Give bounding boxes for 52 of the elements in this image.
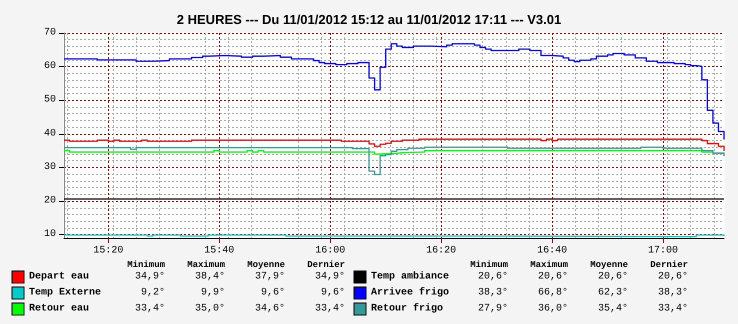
text: 33,4° — [134, 304, 165, 314]
text: 9,6° — [260, 288, 285, 298]
text: 36,0° — [538, 304, 568, 314]
chart-title: 2 HEURES --- Du 11/01/2012 15:12 au 11/01/2012 17:11 --- V3.01 — [176, 12, 562, 27]
text: 9,9° — [200, 288, 225, 298]
x-tick-label: 15:40 — [204, 246, 234, 256]
text: 35,0° — [194, 304, 225, 314]
text: Maximum — [187, 260, 226, 270]
text: 34,9° — [314, 272, 345, 282]
text: 33,4° — [314, 304, 345, 314]
x-tick-label: 15:20 — [93, 246, 124, 256]
y-tick-label: 30 — [44, 162, 56, 173]
text: 66,8° — [538, 288, 568, 298]
text: Moyenne — [590, 260, 628, 270]
text: 38,4° — [194, 272, 225, 282]
text: 20,6° — [658, 272, 688, 282]
text: Dernier — [650, 260, 688, 270]
text: 33,4° — [658, 304, 688, 314]
legend-label: Retour frigo — [371, 302, 444, 314]
text: Minimum — [470, 260, 509, 270]
x-tick-label: 17:00 — [648, 246, 678, 256]
text: Maximum — [530, 260, 569, 270]
legend-label: Temp Externe — [29, 288, 102, 298]
text: 20,6° — [538, 272, 568, 282]
text: Dernier — [307, 260, 345, 270]
text: 20,6° — [598, 272, 628, 282]
y-tick-label: 50 — [44, 94, 56, 106]
legend-label: Retour eau — [29, 304, 90, 314]
text: 20,6° — [478, 272, 508, 282]
text: 9,6° — [320, 288, 345, 298]
text: Moyenne — [247, 260, 285, 270]
text: 37,9° — [254, 272, 285, 282]
text: 27,9° — [478, 304, 508, 314]
x-tick-label: 16:40 — [537, 246, 568, 256]
y-tick-label: 20 — [44, 196, 56, 207]
text: 62,3° — [598, 288, 628, 298]
y-tick-label: 60 — [44, 61, 56, 72]
x-tick-label: 16:20 — [426, 246, 456, 256]
text: 34,9° — [134, 272, 165, 282]
text: 34,6° — [254, 304, 285, 314]
y-tick-label: 70 — [44, 28, 56, 38]
y-tick-label: 10 — [44, 229, 56, 240]
legend-label: Temp ambiance — [371, 270, 450, 282]
x-tick-label: 16:00 — [315, 246, 346, 256]
legend-label: Arrivee frigo — [371, 286, 450, 298]
text: Minimum — [127, 260, 166, 270]
text: 35,4° — [598, 304, 628, 314]
legend-label: Depart eau — [29, 272, 90, 282]
y-tick-label: 40 — [44, 128, 56, 140]
text: 38,3° — [658, 288, 688, 298]
text: 9,2° — [140, 288, 165, 298]
text: 38,3° — [478, 288, 508, 298]
